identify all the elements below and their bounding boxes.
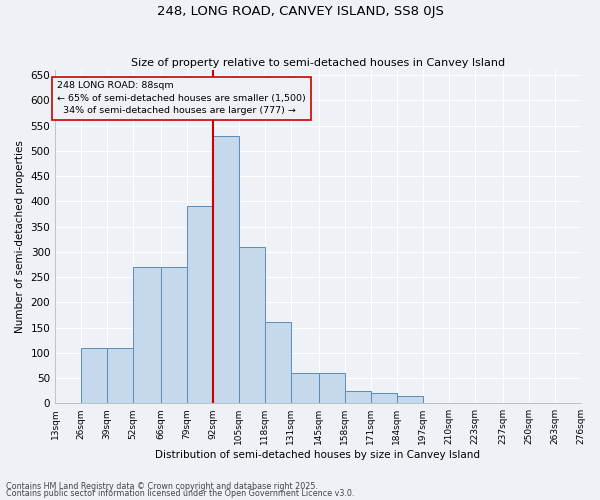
- Bar: [161, 267, 187, 403]
- Bar: [187, 206, 213, 403]
- Bar: [371, 393, 397, 403]
- Bar: [107, 348, 133, 403]
- Bar: [397, 396, 423, 403]
- Text: Contains HM Land Registry data © Crown copyright and database right 2025.: Contains HM Land Registry data © Crown c…: [6, 482, 318, 491]
- Text: 248 LONG ROAD: 88sqm
← 65% of semi-detached houses are smaller (1,500)
  34% of : 248 LONG ROAD: 88sqm ← 65% of semi-detac…: [57, 82, 306, 116]
- Bar: [265, 322, 291, 403]
- Text: Contains public sector information licensed under the Open Government Licence v3: Contains public sector information licen…: [6, 489, 355, 498]
- Bar: [81, 348, 107, 403]
- Bar: [133, 267, 161, 403]
- Bar: [291, 373, 319, 403]
- Title: Size of property relative to semi-detached houses in Canvey Island: Size of property relative to semi-detach…: [131, 58, 505, 68]
- Bar: [319, 373, 345, 403]
- Bar: [345, 390, 371, 403]
- Y-axis label: Number of semi-detached properties: Number of semi-detached properties: [15, 140, 25, 333]
- Text: 248, LONG ROAD, CANVEY ISLAND, SS8 0JS: 248, LONG ROAD, CANVEY ISLAND, SS8 0JS: [157, 5, 443, 18]
- X-axis label: Distribution of semi-detached houses by size in Canvey Island: Distribution of semi-detached houses by …: [155, 450, 481, 460]
- Bar: [213, 136, 239, 403]
- Bar: [239, 247, 265, 403]
